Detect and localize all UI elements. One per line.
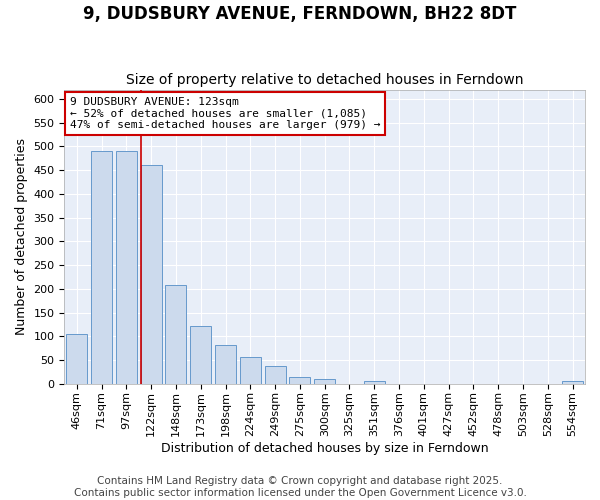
Bar: [190, 326, 211, 384]
Bar: [116, 151, 137, 384]
Bar: [364, 382, 385, 384]
Text: 9, DUDSBURY AVENUE, FERNDOWN, BH22 8DT: 9, DUDSBURY AVENUE, FERNDOWN, BH22 8DT: [83, 5, 517, 23]
Bar: [166, 286, 187, 384]
Bar: [240, 356, 261, 384]
X-axis label: Distribution of detached houses by size in Ferndown: Distribution of detached houses by size …: [161, 442, 488, 455]
Bar: [314, 379, 335, 384]
Y-axis label: Number of detached properties: Number of detached properties: [15, 138, 28, 335]
Text: Contains HM Land Registry data © Crown copyright and database right 2025.
Contai: Contains HM Land Registry data © Crown c…: [74, 476, 526, 498]
Bar: [91, 151, 112, 384]
Bar: [562, 382, 583, 384]
Text: 9 DUDSBURY AVENUE: 123sqm
← 52% of detached houses are smaller (1,085)
47% of se: 9 DUDSBURY AVENUE: 123sqm ← 52% of detac…: [70, 97, 380, 130]
Bar: [140, 166, 162, 384]
Bar: [289, 376, 310, 384]
Bar: [215, 345, 236, 384]
Bar: [66, 334, 88, 384]
Title: Size of property relative to detached houses in Ferndown: Size of property relative to detached ho…: [126, 73, 523, 87]
Bar: [265, 366, 286, 384]
